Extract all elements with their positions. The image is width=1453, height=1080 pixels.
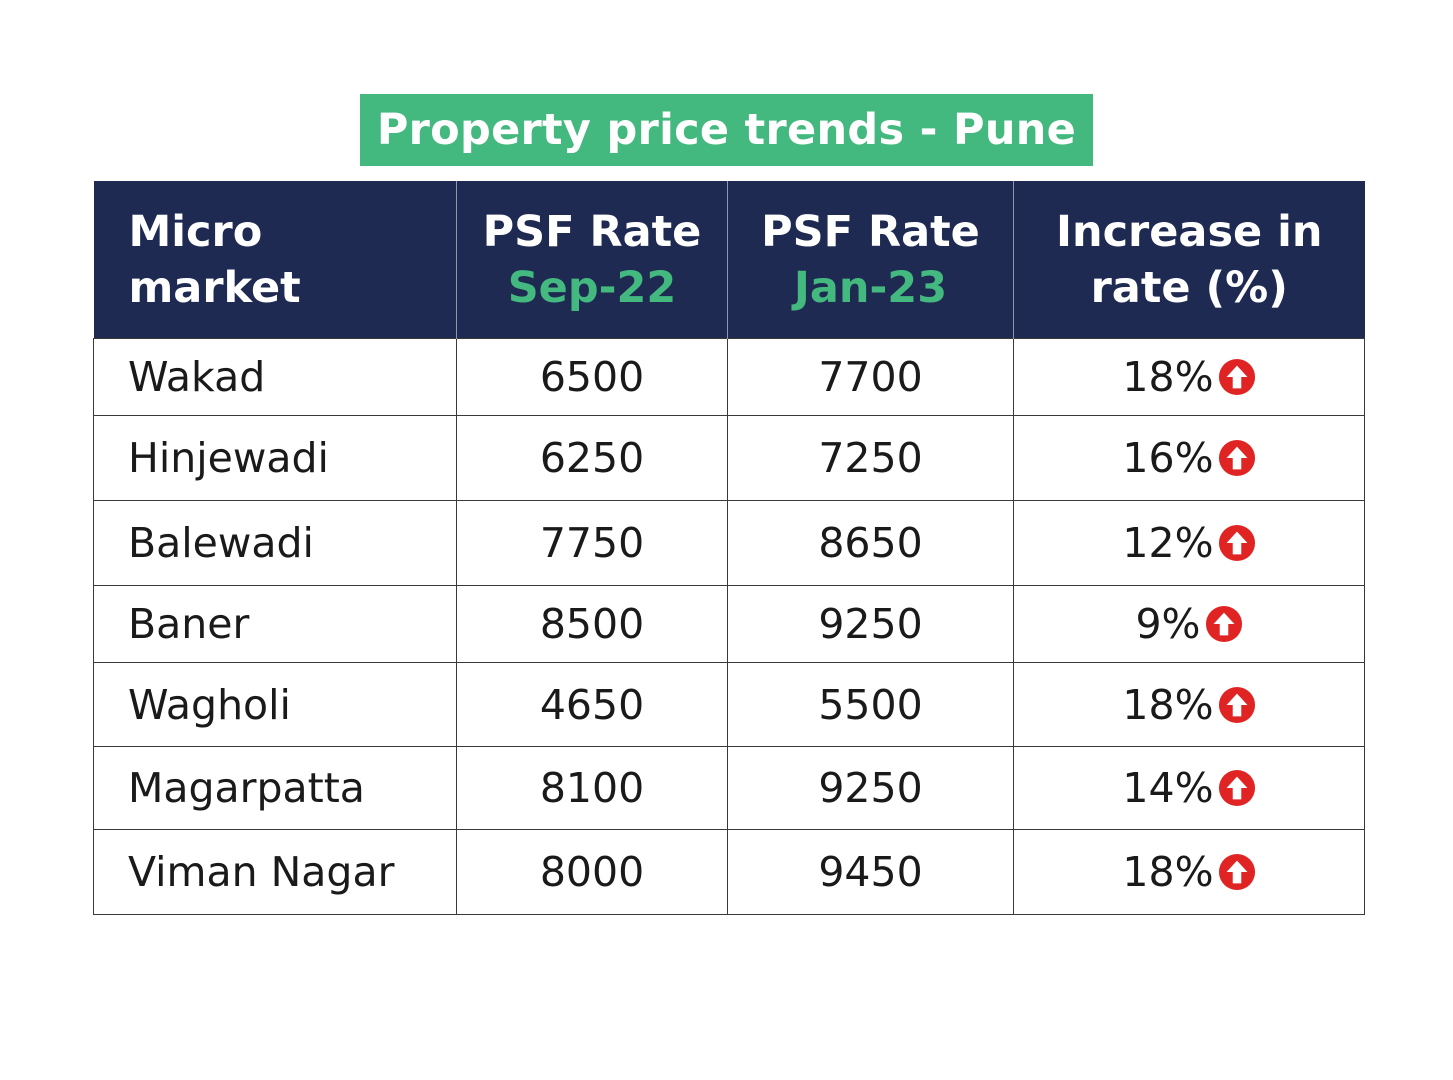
header-micro-market: Micro market: [93, 181, 457, 339]
cell-micro-market: Wakad: [93, 338, 457, 416]
arrow-up-circle-icon: [1218, 853, 1255, 891]
increase-wrap: 12%: [1122, 519, 1255, 567]
header-increase-line1: Increase in: [1055, 206, 1323, 257]
table-row: Hinjewadi 6250 7250 16%: [93, 415, 1365, 501]
table-row: Magarpatta 8100 9250 14%: [93, 746, 1365, 830]
cell-psf-jan: 9250: [727, 585, 1014, 663]
increase-wrap: 9%: [1135, 600, 1242, 648]
arrow-up-circle-icon: [1218, 358, 1255, 396]
cell-micro-market: Viman Nagar: [93, 829, 457, 915]
cell-increase: 18%: [1013, 829, 1365, 915]
increase-wrap: 18%: [1122, 681, 1255, 729]
cell-micro-market: Magarpatta: [93, 746, 457, 830]
increase-wrap: 18%: [1122, 353, 1255, 401]
table-row: Balewadi 7750 8650 12%: [93, 500, 1365, 586]
cell-micro-market: Balewadi: [93, 500, 457, 586]
arrow-up-circle-icon: [1218, 769, 1255, 807]
increase-wrap: 18%: [1122, 848, 1255, 896]
table-row: Baner 8500 9250 9%: [93, 585, 1365, 663]
increase-value: 12%: [1122, 519, 1214, 567]
increase-value: 18%: [1122, 848, 1214, 896]
cell-micro-market: Hinjewadi: [93, 415, 457, 501]
cell-increase: 16%: [1013, 415, 1365, 501]
cell-increase: 18%: [1013, 338, 1365, 416]
cell-psf-sep: 6500: [456, 338, 728, 416]
arrow-up-circle-icon: [1205, 605, 1242, 643]
header-increase-line2: rate (%): [1090, 262, 1288, 313]
cell-psf-sep: 7750: [456, 500, 728, 586]
arrow-up-circle-icon: [1218, 524, 1255, 562]
cell-psf-jan: 8650: [727, 500, 1014, 586]
increase-value: 9%: [1135, 600, 1201, 648]
cell-increase: 14%: [1013, 746, 1365, 830]
increase-wrap: 16%: [1122, 434, 1255, 482]
increase-value: 18%: [1122, 680, 1214, 729]
table-row: Viman Nagar 8000 9450 18%: [93, 829, 1365, 915]
header-psf-jan: PSF Rate Jan-23: [727, 181, 1014, 339]
cell-psf-sep: 6250: [456, 415, 728, 501]
cell-micro-market: Baner: [93, 585, 457, 663]
table-row: Wakad 6500 7700 18%: [93, 338, 1365, 416]
cell-psf-jan: 5500: [727, 662, 1014, 747]
arrow-up-circle-icon: [1218, 439, 1255, 477]
cell-increase: 18%: [1013, 662, 1365, 747]
header-increase: Increase in rate (%): [1013, 181, 1365, 339]
header-psf-jan-label: PSF Rate: [761, 206, 980, 257]
increase-value: 18%: [1122, 353, 1214, 401]
header-psf-sep-label: PSF Rate: [482, 206, 702, 257]
cell-increase: 12%: [1013, 500, 1365, 586]
header-psf-sep-period: Sep-22: [507, 262, 677, 313]
header-micro-market-line1: Micro: [128, 206, 263, 257]
cell-psf-jan: 9250: [727, 746, 1014, 830]
page-title: Property price trends - Pune: [360, 94, 1093, 166]
cell-psf-sep: 8000: [456, 829, 728, 915]
increase-value: 16%: [1122, 434, 1214, 482]
header-psf-sep: PSF Rate Sep-22: [456, 181, 728, 339]
table-row: Wagholi 4650 5500 18%: [93, 662, 1365, 747]
increase-value: 14%: [1122, 764, 1214, 812]
arrow-up-circle-icon: [1218, 686, 1255, 723]
header-micro-market-line2: market: [128, 262, 301, 313]
cell-psf-sep: 8500: [456, 585, 728, 663]
cell-micro-market: Wagholi: [93, 662, 457, 747]
cell-increase: 9%: [1013, 585, 1365, 663]
cell-psf-jan: 9450: [727, 829, 1014, 915]
cell-psf-jan: 7700: [727, 338, 1014, 416]
header-psf-jan-period: Jan-23: [793, 262, 948, 313]
cell-psf-jan: 7250: [727, 415, 1014, 501]
table-header-row: Micro market PSF Rate Sep-22 PSF Rate Ja…: [93, 181, 1365, 339]
increase-wrap: 14%: [1122, 764, 1255, 812]
cell-psf-sep: 4650: [456, 662, 728, 747]
cell-psf-sep: 8100: [456, 746, 728, 830]
price-trends-table: Micro market PSF Rate Sep-22 PSF Rate Ja…: [93, 181, 1365, 915]
